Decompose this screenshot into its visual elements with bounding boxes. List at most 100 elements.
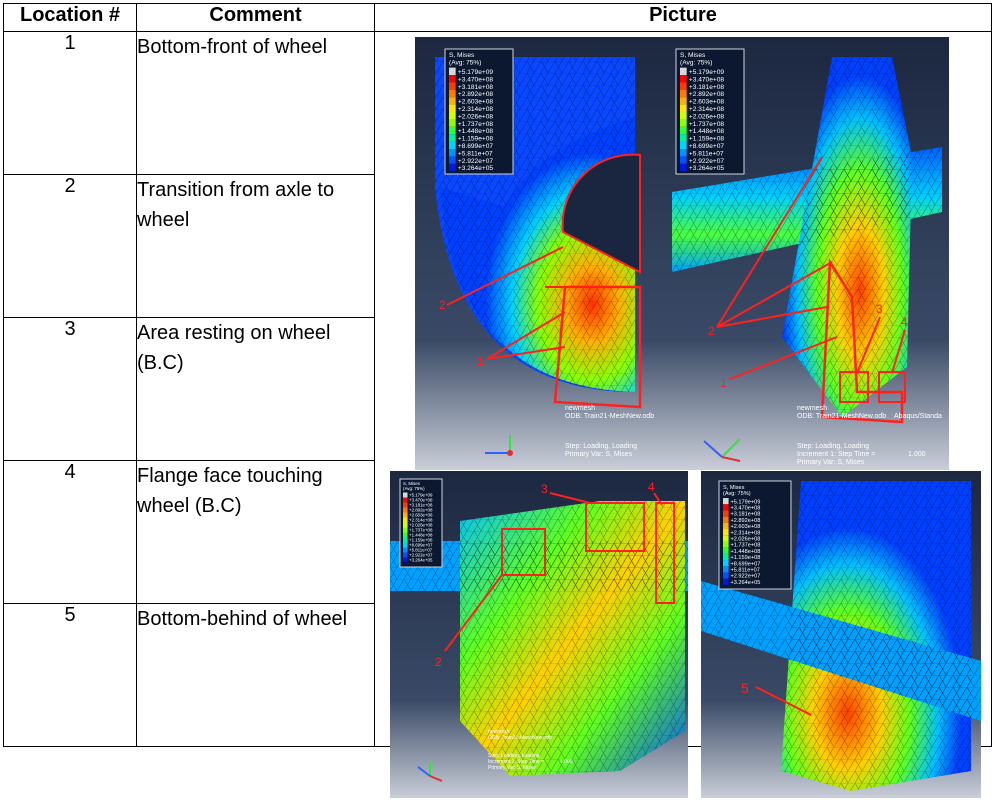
- legend-value: +2.892e+08: [458, 91, 494, 98]
- legend-swatch: [403, 537, 408, 543]
- legend-title: S, Mises: [403, 481, 421, 486]
- triad-icon: [417, 761, 443, 782]
- legend-value: +2.603e+08: [689, 99, 725, 106]
- legend-swatch: [403, 522, 408, 528]
- legend-value: +2.922e+07: [730, 574, 760, 580]
- legend-value: +1.737e+08: [730, 543, 760, 549]
- legend-swatch: [403, 532, 408, 538]
- legend-swatch: [403, 517, 408, 523]
- legend-value: +2.314e+08: [409, 518, 433, 523]
- legend-swatch: [680, 104, 687, 113]
- legend-swatch: [723, 504, 729, 511]
- step-label: Step: Loading, Loading: [797, 443, 869, 450]
- callout-1-front: 1: [477, 354, 484, 368]
- legend-swatch: [403, 507, 408, 513]
- legend-value: +2.892e+08: [409, 508, 433, 513]
- triad-icon: [485, 435, 513, 456]
- legend-value: +2.026e+08: [409, 523, 433, 528]
- legend-value: +8.699e+07: [730, 561, 760, 567]
- legend-value: +2.922e+07: [458, 158, 494, 165]
- increment-label: Increment 1: Step Time =: [488, 759, 544, 765]
- legend-swatch: [723, 516, 729, 523]
- legend-value: +5.811e+07: [409, 548, 433, 553]
- legend-value: +2.603e+08: [409, 513, 433, 518]
- callout-5-rear: 5: [741, 680, 749, 696]
- legend-value: +2.892e+08: [689, 91, 725, 98]
- legend-value: +5.811e+07: [730, 567, 759, 573]
- location-number: 2: [3, 174, 137, 318]
- legend-title: S, Mises: [449, 52, 475, 59]
- legend-swatch: [723, 541, 729, 548]
- legend-swatch: [449, 126, 456, 135]
- legend-value: +2.922e+07: [689, 158, 725, 165]
- location-number: 4: [3, 460, 137, 604]
- legend-value: +5.179e+09: [730, 499, 760, 505]
- legend-value: +1.159e+08: [409, 538, 433, 543]
- legend-value: +3.181e+08: [458, 84, 494, 91]
- legend-value: +2.026e+08: [458, 113, 494, 120]
- legend-swatch: [403, 542, 408, 548]
- legend-value: +2.603e+08: [458, 99, 494, 106]
- legend-swatch: [723, 578, 729, 585]
- legend-swatch: [680, 97, 687, 105]
- legend-value: +8.699e+07: [458, 143, 494, 150]
- mises-legend: S, Mises(Avg: 75%)+5.179e+09+3.470e+08+3…: [680, 52, 724, 172]
- legend-swatch: [449, 75, 456, 83]
- legend-swatch: [723, 529, 729, 536]
- step-label: Step: Loading, Loading: [488, 753, 540, 759]
- legend-swatch: [723, 547, 729, 554]
- location-comment: Bottom-front of wheel: [136, 31, 375, 175]
- legend-value: +3.264e+05: [689, 165, 725, 172]
- legend-swatch: [680, 141, 687, 150]
- mises-legend: S, Mises(Avg: 75%)+5.179e+09+3.470e+08+3…: [449, 52, 493, 172]
- step-time-label: 1.000: [560, 759, 573, 765]
- legend-value: +2.922e+07: [409, 553, 433, 558]
- mises-legend: S, Mises(Avg: 75%)+5.179e+09+3.470e+08+3…: [403, 481, 433, 563]
- legend-swatch: [680, 126, 687, 135]
- legend-swatch: [723, 498, 729, 505]
- legend-swatch: [403, 512, 408, 518]
- legend-swatch: [723, 566, 729, 573]
- callout-2-flange: 2: [435, 655, 442, 669]
- table-row: 4 Flange face touching wheel (B.C): [3, 460, 992, 604]
- table-row: 3 Area resting on wheel (B.C): [3, 317, 992, 461]
- legend-swatch: [723, 553, 729, 561]
- legend-value: +3.181e+08: [689, 84, 725, 91]
- callout-3-flange: 3: [541, 482, 548, 496]
- legend-value: +5.179e+09: [458, 69, 494, 76]
- legend-value: +2.603e+08: [730, 524, 760, 530]
- legend-swatch: [723, 572, 729, 579]
- callout-2-front: 2: [439, 298, 446, 312]
- callout-3-underside: 3: [876, 302, 883, 316]
- legend-value: +3.470e+08: [689, 76, 725, 83]
- step-time-label: 1.000: [908, 451, 926, 458]
- table-row: 1 Bottom-front of wheel: [3, 31, 992, 798]
- legend-value: +5.179e+09: [689, 69, 725, 76]
- location-number: 5: [3, 603, 137, 747]
- legend-swatch: [723, 535, 729, 542]
- legend-value: +3.470e+08: [730, 505, 760, 511]
- legend-swatch: [403, 547, 408, 553]
- fea-screenshot-underside: 2 1 3 4 S, Mises (Avg: 75%) +5.179e+09 +3.4…: [662, 37, 949, 470]
- legend-swatch: [680, 82, 687, 90]
- legend-swatch: [449, 119, 456, 127]
- legend-value: +5.811e+07: [458, 150, 493, 157]
- model-name: newmesh: [488, 729, 510, 735]
- legend-swatch: [449, 141, 456, 150]
- legend-swatch: [403, 502, 408, 508]
- model-name: newmesh: [797, 405, 827, 412]
- solver-label: Abaqus/Standa: [894, 413, 942, 420]
- model-name: newmesh: [565, 405, 595, 412]
- legend-value: +1.448e+08: [730, 549, 760, 555]
- legend-value: +2.026e+08: [689, 113, 725, 120]
- location-comment: Flange face touching wheel (B.C): [136, 460, 375, 604]
- legend-swatch: [680, 156, 687, 164]
- header-comment: Comment: [136, 3, 375, 32]
- legend-value: +3.264e+05: [458, 165, 494, 172]
- legend-swatch: [680, 112, 687, 120]
- legend-swatch: [403, 497, 408, 503]
- legend-value: +3.470e+08: [458, 76, 494, 83]
- fea-screenshot-front: 2 1 S, Mises (Avg: 75%) +5.179e+09 +3.470e+…: [415, 37, 687, 470]
- legend-swatch: [680, 134, 687, 142]
- legend-value: +2.314e+08: [458, 106, 494, 113]
